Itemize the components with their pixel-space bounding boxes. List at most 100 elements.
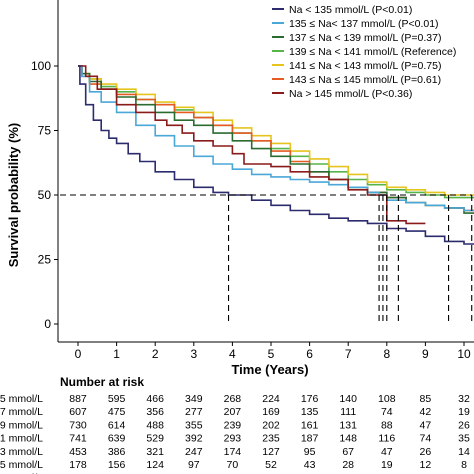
risk-row-label: -143 mmol/L — [0, 446, 43, 458]
risk-cell: 392 — [185, 433, 203, 445]
risk-cell: 614 — [108, 419, 126, 431]
y-tick-label: 100 — [31, 59, 51, 73]
y-tick-label: 0 — [44, 317, 51, 331]
risk-cell: 43 — [304, 459, 316, 471]
x-tick-label: 1 — [113, 347, 120, 361]
risk-cell: 453 — [69, 446, 87, 458]
risk-cell: 595 — [108, 393, 126, 405]
risk-cell: 176 — [301, 393, 319, 405]
risk-cell: 202 — [262, 419, 280, 431]
risk-cell: 19 — [458, 406, 470, 418]
risk-cell: 19 — [381, 459, 393, 471]
risk-cell: 169 — [262, 406, 280, 418]
x-tick-label: 3 — [190, 347, 197, 361]
risk-cell: 3 — [384, 472, 390, 474]
legend-label-3: 137 ≤ Na < 139 mmol/L (P=0.37) — [289, 32, 441, 44]
survival-curve-1 — [78, 65, 474, 245]
y-tick-label: 75 — [38, 124, 52, 138]
risk-cell: 26 — [458, 419, 470, 431]
survival-curve-5 — [78, 65, 474, 196]
risk-row-label: -137 mmol/L — [0, 406, 43, 418]
risk-cell: 247 — [185, 446, 203, 458]
risk-cell: 52 — [265, 459, 277, 471]
risk-cell: 277 — [185, 406, 203, 418]
risk-cell: 124 — [146, 459, 164, 471]
x-tick-label: 7 — [345, 347, 352, 361]
risk-cell: 12 — [420, 459, 432, 471]
risk-cell: 1 — [422, 472, 428, 474]
risk-cell: 235 — [262, 433, 280, 445]
y-tick-label: 25 — [38, 253, 52, 267]
x-tick-label: 0 — [75, 347, 82, 361]
risk-cell: 730 — [69, 419, 87, 431]
legend-label-2: 135 ≤ Na< 137 mmol/L (P<0.01) — [289, 18, 439, 30]
legend-label-4: 139 ≤ Na < 141 mmol/L (Reference) — [289, 46, 456, 58]
risk-cell: 207 — [224, 406, 242, 418]
risk-cell: 47 — [420, 419, 432, 431]
risk-row-label: 145 mmol/L — [0, 472, 43, 474]
risk-cell: 349 — [185, 393, 203, 405]
risk-cell: 178 — [69, 459, 87, 471]
risk-cell: 28 — [342, 459, 354, 471]
legend-label-1: Na < 135 mmol/L (P<0.01) — [289, 4, 412, 16]
risk-cell: 741 — [69, 433, 87, 445]
risk-cell: 293 — [224, 433, 242, 445]
x-tick-label: 8 — [383, 347, 390, 361]
legend-label-7: Na > 145 mmol/L (P<0.36) — [289, 88, 412, 100]
risk-cell: 43 — [111, 472, 123, 474]
risk-cell: 53 — [72, 472, 84, 474]
risk-cell: 224 — [262, 393, 280, 405]
risk-cell: 95 — [304, 446, 316, 458]
survival-curve-7 — [78, 65, 426, 225]
risk-cell: 111 — [340, 406, 356, 418]
y-axis-title: Survival probability (%) — [6, 123, 21, 267]
risk-cell: 268 — [224, 393, 242, 405]
x-tick-label: 10 — [457, 347, 471, 361]
legend-label-6: 143 ≤ Na ≤ 145 mmol/L (P=0.61) — [289, 74, 441, 86]
x-tick-label: 4 — [229, 347, 236, 361]
risk-cell: 27 — [188, 472, 200, 474]
risk-cell: 131 — [339, 419, 357, 431]
risk-cell: 20 — [227, 472, 239, 474]
risk-cell: 74 — [420, 433, 432, 445]
risk-cell: 85 — [420, 393, 432, 405]
risk-table-title: Number at risk — [60, 375, 144, 389]
risk-cell: 386 — [108, 446, 126, 458]
risk-cell: 135 — [301, 406, 319, 418]
risk-cell: 33 — [149, 472, 161, 474]
y-tick-label: 50 — [38, 188, 52, 202]
risk-cell: 47 — [381, 446, 393, 458]
risk-cell: 26 — [420, 446, 432, 458]
risk-row-label: -145 mmol/L — [0, 459, 43, 471]
risk-cell: 108 — [378, 393, 396, 405]
legend-box — [270, 1, 474, 101]
x-axis-title: Time (Years) — [231, 362, 308, 377]
risk-cell: 356 — [146, 406, 164, 418]
x-tick-label: 5 — [268, 347, 275, 361]
risk-cell: 187 — [301, 433, 319, 445]
risk-cell: 529 — [146, 433, 164, 445]
risk-cell: 161 — [301, 419, 319, 431]
risk-cell: 488 — [146, 419, 164, 431]
risk-cell: 174 — [224, 446, 242, 458]
risk-row-label: -141 mmol/L — [0, 433, 43, 445]
risk-cell: 239 — [224, 419, 242, 431]
risk-cell: 607 — [69, 406, 87, 418]
risk-cell: 7 — [307, 472, 313, 474]
legend-label-5: 141 ≤ Na < 143 mmol/L (P=0.75) — [289, 60, 441, 72]
x-tick-label: 9 — [422, 347, 429, 361]
risk-cell: 35 — [458, 433, 470, 445]
risk-cell: 887 — [69, 393, 87, 405]
risk-cell: 32 — [458, 393, 470, 405]
risk-cell: 42 — [420, 406, 432, 418]
risk-cell: 321 — [146, 446, 164, 458]
x-tick-label: 2 — [152, 347, 159, 361]
risk-row-label: -139 mmol/L — [0, 419, 43, 431]
risk-cell: 67 — [342, 446, 354, 458]
risk-row-label: 135 mmol/L — [0, 393, 43, 405]
risk-cell: 148 — [339, 433, 357, 445]
risk-cell: 466 — [146, 393, 164, 405]
risk-cell: 97 — [188, 459, 200, 471]
risk-cell: 8 — [461, 459, 467, 471]
